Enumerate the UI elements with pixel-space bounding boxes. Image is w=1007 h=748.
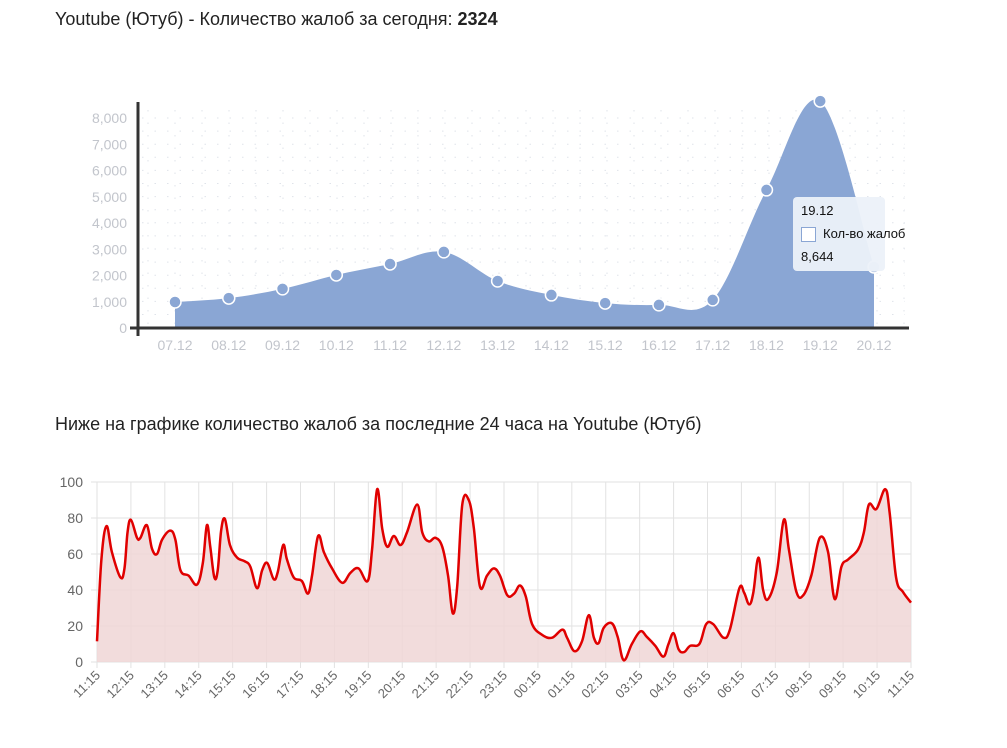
- y-tick-label: 0: [75, 654, 83, 670]
- page-title: Youtube (Ютуб) - Количество жалоб за сег…: [55, 9, 498, 30]
- area-fill: [175, 99, 874, 328]
- x-tick-label: 07.12: [157, 337, 192, 353]
- x-tick-label: 01:15: [544, 668, 578, 702]
- x-tick-label: 10.12: [319, 337, 354, 353]
- data-point: [222, 291, 236, 305]
- x-tick-label: 17.12: [695, 337, 730, 353]
- x-tick-label: 12:15: [103, 668, 137, 702]
- tooltip-date: 19.12: [801, 203, 834, 218]
- daily-complaints-chart: 0 1,000 2,000 3,000 4,000 5,000 6,000 7,000 8,00…: [92, 94, 909, 353]
- x-tick-label: 02:15: [578, 668, 612, 702]
- legend-swatch: [801, 227, 816, 242]
- data-point: [329, 268, 344, 282]
- x-tick-label: 06:15: [714, 668, 748, 702]
- section-subtitle: Ниже на графике количество жалоб за посл…: [55, 414, 702, 434]
- data-point: [813, 94, 827, 108]
- data-point: [705, 293, 720, 307]
- x-tick-label: 19:15: [341, 668, 375, 702]
- chart-tooltip: 19.12 Кол-во жалоб 8,644: [793, 197, 905, 271]
- x-tick-label: 11.12: [373, 337, 407, 353]
- y-tick-label: 20: [67, 618, 83, 634]
- x-tick-label: 08:15: [782, 668, 816, 702]
- x-tick-label: 14:15: [171, 668, 205, 702]
- x-tick-label: 19.12: [803, 337, 838, 353]
- tooltip-value: 8,644: [801, 249, 834, 264]
- x-tick-label: 07:15: [748, 668, 782, 702]
- x-tick-label: 18:15: [307, 668, 341, 702]
- title-text: Youtube (Ютуб) - Количество жалоб за сег…: [55, 9, 458, 29]
- area-fill: [97, 488, 911, 662]
- data-point: [490, 274, 505, 288]
- data-point: [652, 298, 666, 312]
- x-tick-label: 00:15: [510, 668, 544, 702]
- y-tick-label: 80: [67, 510, 83, 526]
- y-tick-label: 3,000: [92, 241, 127, 257]
- y-tick-label: 2,000: [92, 268, 127, 284]
- data-point: [275, 282, 290, 296]
- x-tick-label: 15.12: [588, 337, 623, 353]
- data-point: [598, 296, 612, 310]
- y-tick-label: 1,000: [92, 294, 127, 310]
- data-point: [383, 257, 397, 271]
- data-point: [168, 295, 182, 309]
- x-tick-label: 09:15: [816, 668, 850, 702]
- x-tick-label: 22:15: [443, 668, 477, 702]
- x-tick-label: 11:15: [884, 668, 917, 701]
- data-point: [759, 183, 774, 197]
- y-tick-label: 0: [119, 320, 127, 336]
- x-tick-label: 15:15: [205, 668, 239, 702]
- y-tick-label: 60: [67, 546, 83, 562]
- y-tick-label: 100: [60, 474, 84, 490]
- y-tick-label: 4,000: [92, 215, 127, 231]
- x-tick-label: 04:15: [646, 668, 680, 702]
- x-tick-label: 03:15: [612, 668, 646, 702]
- x-tick-label: 23:15: [477, 668, 511, 702]
- tooltip-series-label: Кол-во жалоб: [823, 226, 906, 241]
- y-tick-label: 40: [67, 582, 83, 598]
- y-tick-label: 7,000: [92, 136, 127, 152]
- x-tick-label: 08.12: [211, 337, 246, 353]
- x-tick-label: 10:15: [850, 668, 884, 702]
- data-point: [437, 245, 451, 259]
- series-line: [95, 487, 912, 662]
- x-tick-label: 09.12: [265, 337, 300, 353]
- y-tick-label: 8,000: [92, 110, 127, 126]
- x-tick-label: 13.12: [480, 337, 515, 353]
- x-tick-label: 20:15: [375, 668, 409, 702]
- x-tick-label: 12.12: [426, 337, 461, 353]
- x-tick-label: 13:15: [137, 668, 171, 702]
- x-tick-label: 16.12: [641, 337, 676, 353]
- x-tick-label: 14.12: [534, 337, 569, 353]
- y-tick-label: 5,000: [92, 189, 127, 205]
- x-tick-label: 11:15: [70, 668, 103, 701]
- y-tick-label: 6,000: [92, 163, 127, 179]
- x-tick-label: 17:15: [273, 668, 307, 702]
- today-count: 2324: [457, 9, 498, 29]
- x-tick-label: 18.12: [749, 337, 784, 353]
- x-tick-label: 05:15: [680, 668, 714, 702]
- x-tick-label: 16:15: [239, 668, 273, 702]
- x-tick-label: 20.12: [856, 337, 891, 353]
- x-tick-label: 21:15: [409, 668, 443, 702]
- data-point: [544, 288, 559, 302]
